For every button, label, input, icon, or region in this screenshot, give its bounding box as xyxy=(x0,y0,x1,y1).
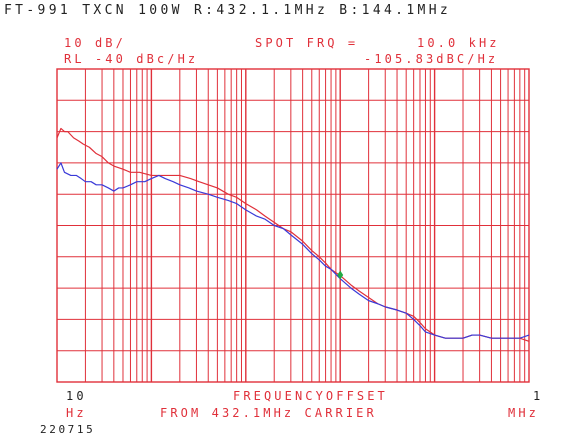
ref-level-label: RL -40 dBc/Hz xyxy=(64,52,199,66)
x-axis-sublabel: FROM 432.1MHz CARRIER xyxy=(160,406,377,420)
series-line-red xyxy=(56,127,530,342)
x-end-unit: MHz xyxy=(508,406,539,420)
analyzer-title: FT-991 TXCN 100W R:432.1.1MHz B:144.1MHz xyxy=(4,3,452,18)
marker-layer xyxy=(337,270,344,280)
grid-layer xyxy=(56,68,530,383)
date-stamp: 220715 xyxy=(40,423,96,436)
spot-frequency-label: SPOT FRQ = xyxy=(255,36,359,50)
spot-frequency-value: 10.0 kHz xyxy=(417,36,500,50)
spot-noise-value: -105.83dBC/Hz xyxy=(364,52,499,66)
spot-marker xyxy=(337,270,344,280)
x-start-unit: Hz xyxy=(66,406,87,420)
series-line-blue xyxy=(56,162,530,339)
x-axis-label: FREQUENCYOFFSET xyxy=(233,389,388,403)
scale-label: 10 dB/ xyxy=(64,36,126,50)
series-layer xyxy=(56,127,530,342)
x-end-label: 1 xyxy=(533,389,544,403)
x-start-label: 10 xyxy=(66,389,87,403)
